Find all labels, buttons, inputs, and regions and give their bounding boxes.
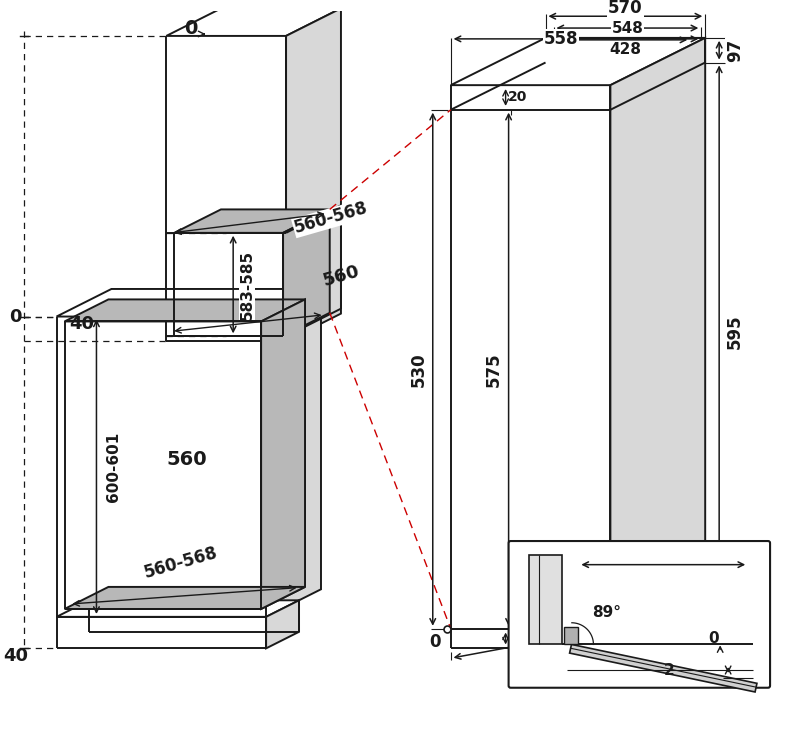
Text: 40: 40 bbox=[3, 648, 28, 665]
Text: 558: 558 bbox=[544, 30, 578, 48]
Text: 600-601: 600-601 bbox=[106, 431, 121, 502]
Text: 428: 428 bbox=[610, 42, 642, 57]
Polygon shape bbox=[283, 209, 330, 336]
Text: 570: 570 bbox=[608, 0, 642, 18]
Text: 530: 530 bbox=[410, 352, 428, 387]
Polygon shape bbox=[174, 209, 330, 233]
Text: 97: 97 bbox=[726, 38, 744, 62]
Text: 20: 20 bbox=[508, 631, 527, 645]
Text: 595: 595 bbox=[581, 629, 615, 648]
Text: 2: 2 bbox=[664, 662, 674, 678]
Polygon shape bbox=[450, 38, 705, 85]
Text: 0: 0 bbox=[10, 307, 22, 326]
Text: 0: 0 bbox=[429, 633, 441, 650]
Polygon shape bbox=[65, 587, 305, 609]
Polygon shape bbox=[529, 555, 562, 645]
Polygon shape bbox=[266, 289, 321, 617]
Polygon shape bbox=[610, 38, 705, 648]
Text: 595: 595 bbox=[726, 315, 744, 349]
Text: 40: 40 bbox=[69, 315, 94, 333]
Polygon shape bbox=[166, 8, 341, 36]
Text: 560-568: 560-568 bbox=[292, 199, 370, 237]
Polygon shape bbox=[261, 299, 305, 609]
Polygon shape bbox=[57, 289, 321, 317]
FancyBboxPatch shape bbox=[509, 541, 770, 688]
Polygon shape bbox=[65, 299, 305, 321]
Text: 460: 460 bbox=[647, 549, 679, 564]
Text: 575: 575 bbox=[485, 352, 502, 387]
Text: 560: 560 bbox=[321, 262, 362, 290]
Text: 583-585: 583-585 bbox=[240, 249, 254, 320]
Polygon shape bbox=[570, 645, 757, 692]
Text: 560: 560 bbox=[166, 450, 206, 469]
Polygon shape bbox=[266, 600, 299, 648]
Polygon shape bbox=[565, 627, 578, 645]
Text: 89°: 89° bbox=[592, 606, 621, 620]
Text: 0: 0 bbox=[708, 631, 718, 646]
Text: 0: 0 bbox=[185, 18, 198, 37]
Polygon shape bbox=[286, 8, 341, 341]
Polygon shape bbox=[57, 600, 299, 617]
Text: 560-568: 560-568 bbox=[142, 544, 220, 582]
Text: 548: 548 bbox=[611, 21, 643, 35]
Text: 20: 20 bbox=[508, 90, 527, 104]
